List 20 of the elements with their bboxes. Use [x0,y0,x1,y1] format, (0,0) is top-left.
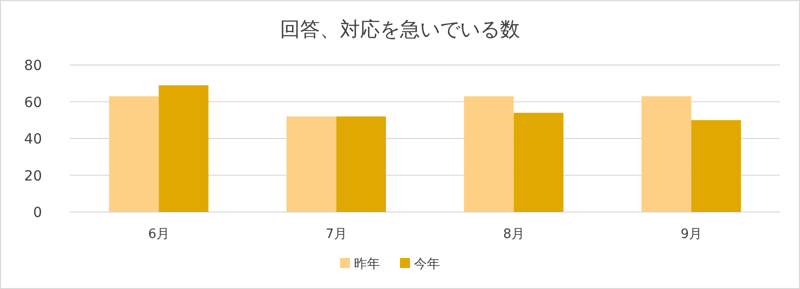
x-tick-label: 6月 [148,227,170,242]
bar [286,116,336,212]
legend-label: 今年 [414,257,440,272]
y-tick-label: 40 [24,132,42,148]
bar [691,120,741,212]
bar [336,116,386,212]
bar [514,112,564,212]
y-tick-label: 20 [24,168,42,184]
x-tick-label: 9月 [680,227,702,242]
bar [464,96,514,212]
y-tick-label: 80 [24,58,42,74]
x-tick-label: 8月 [503,227,524,242]
y-tick-label: 60 [24,94,42,111]
bar [158,85,208,212]
y-tick-label: 0 [33,205,42,221]
legend-label: 昨年 [354,257,380,272]
bar [642,96,692,212]
bar [109,96,159,212]
x-tick-label: 7月 [326,227,347,242]
chart-title: 回答、対応を急いでいる数 [280,17,520,41]
